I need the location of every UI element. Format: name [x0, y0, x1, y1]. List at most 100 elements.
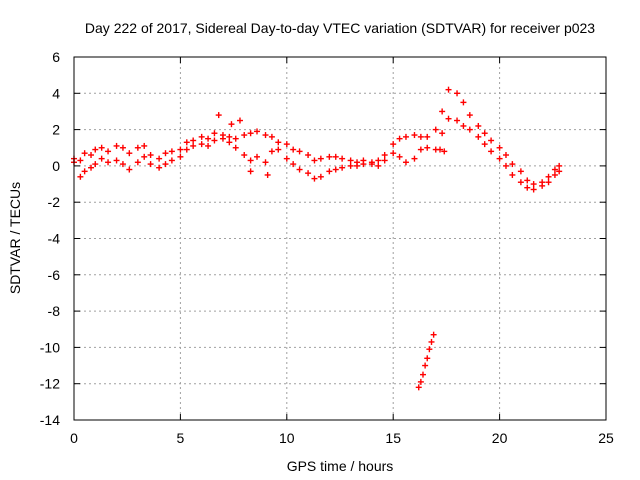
data-point	[134, 144, 141, 151]
data-point	[156, 155, 163, 162]
y-tick-label: -12	[40, 376, 60, 392]
data-point	[509, 171, 516, 178]
data-point	[390, 150, 397, 157]
data-point	[445, 86, 452, 93]
data-point	[198, 141, 205, 148]
data-point	[326, 153, 333, 160]
data-point	[81, 150, 88, 157]
y-tick-label: 0	[52, 158, 60, 174]
data-point	[113, 157, 120, 164]
data-point	[275, 146, 282, 153]
data-point	[283, 141, 290, 148]
grid-lines	[74, 57, 606, 420]
data-point	[417, 133, 424, 140]
data-point	[98, 144, 105, 151]
data-point	[254, 153, 261, 160]
data-point	[545, 179, 552, 186]
data-point	[396, 153, 403, 160]
data-point	[156, 164, 163, 171]
data-point	[247, 168, 254, 175]
data-point	[241, 132, 248, 139]
data-point	[381, 157, 388, 164]
data-point	[454, 90, 461, 97]
data-point	[92, 161, 99, 168]
data-point	[454, 117, 461, 124]
data-point	[264, 171, 271, 178]
data-point	[424, 133, 431, 140]
data-point	[211, 130, 218, 137]
data-point	[524, 184, 531, 191]
data-point	[424, 355, 431, 362]
y-tick-label: -2	[48, 194, 61, 210]
data-point	[268, 148, 275, 155]
data-point	[496, 144, 503, 151]
data-point	[147, 161, 154, 168]
data-point	[296, 166, 303, 173]
data-point	[168, 157, 175, 164]
x-tick-label: 20	[492, 430, 508, 446]
x-tick-label: 10	[279, 430, 295, 446]
data-point	[326, 168, 333, 175]
data-point	[105, 159, 112, 166]
data-point	[488, 148, 495, 155]
data-point	[219, 135, 226, 142]
data-point	[460, 122, 467, 129]
data-point	[417, 146, 424, 153]
data-point	[311, 175, 318, 182]
data-point	[556, 168, 563, 175]
data-point	[481, 141, 488, 148]
data-point	[556, 162, 563, 169]
data-point	[226, 133, 233, 140]
data-point	[177, 146, 184, 153]
data-point	[262, 132, 269, 139]
data-point	[141, 142, 148, 149]
data-point	[466, 112, 473, 119]
data-point	[551, 171, 558, 178]
y-tick-label: 2	[52, 122, 60, 138]
data-point	[236, 117, 243, 124]
data-point	[317, 173, 324, 180]
data-point	[275, 139, 282, 146]
data-point	[339, 164, 346, 171]
chart-title: Day 222 of 2017, Sidereal Day-to-day VTE…	[85, 20, 595, 36]
data-point	[305, 152, 312, 159]
data-point	[466, 126, 473, 133]
data-points	[71, 86, 563, 391]
data-point	[426, 346, 433, 353]
data-point	[347, 157, 354, 164]
data-point	[226, 139, 233, 146]
data-point	[524, 177, 531, 184]
data-point	[228, 121, 235, 128]
data-point	[190, 137, 197, 144]
y-tick-label: 6	[52, 49, 60, 65]
data-point	[88, 164, 95, 171]
data-point	[305, 170, 312, 177]
data-point	[502, 162, 509, 169]
data-point	[488, 137, 495, 144]
data-point	[375, 157, 382, 164]
data-point	[417, 378, 424, 385]
x-tick-label: 15	[385, 430, 401, 446]
data-point	[502, 152, 509, 159]
data-point	[290, 161, 297, 168]
data-point	[92, 146, 99, 153]
data-point	[419, 371, 426, 378]
data-point	[311, 157, 318, 164]
data-point	[496, 155, 503, 162]
data-point	[168, 148, 175, 155]
data-point	[183, 139, 190, 146]
y-tick-label: -14	[40, 412, 60, 428]
data-point	[262, 159, 269, 166]
data-point	[254, 128, 261, 135]
data-point	[247, 130, 254, 137]
data-point	[77, 157, 84, 164]
data-point	[517, 168, 524, 175]
data-point	[141, 153, 148, 160]
data-point	[134, 159, 141, 166]
data-point	[241, 152, 248, 159]
y-tick-label: -6	[48, 267, 61, 283]
data-point	[317, 155, 324, 162]
data-point	[439, 130, 446, 137]
data-point	[162, 161, 169, 168]
